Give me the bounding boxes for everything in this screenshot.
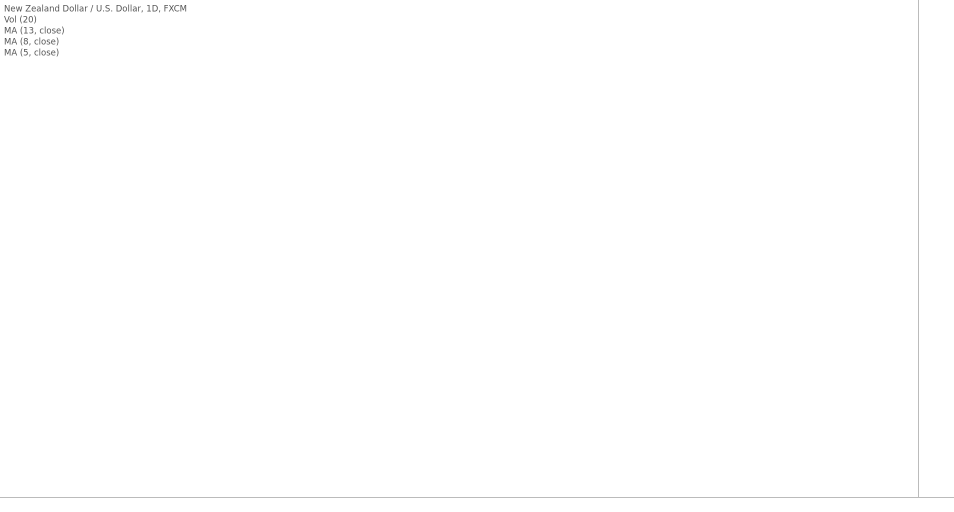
indicator: Vol (20): [4, 16, 37, 26]
indicator: MA (5, close): [4, 49, 59, 59]
chart-title: New Zealand Dollar / U.S. Dollar, 1D, FX…: [4, 5, 187, 15]
indicator: MA (13, close): [4, 27, 65, 37]
indicator: MA (8, close): [4, 38, 59, 48]
